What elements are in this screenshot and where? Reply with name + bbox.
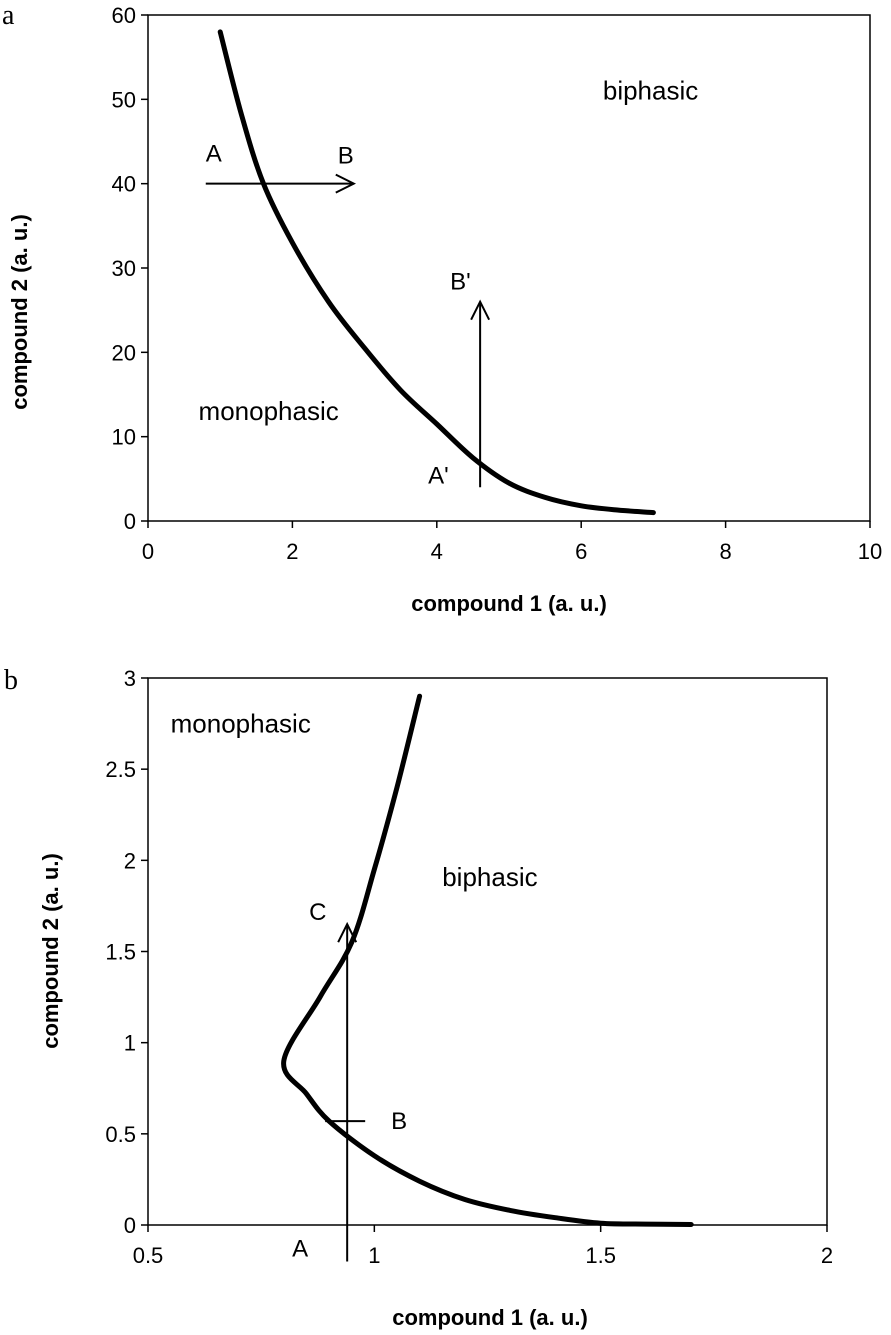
x-tick-label: 4 bbox=[431, 539, 443, 564]
x-tick-label: 6 bbox=[575, 539, 587, 564]
x-tick-label: 10 bbox=[858, 539, 882, 564]
region-label-biphasic: biphasic bbox=[442, 862, 537, 892]
x-tick-label: 8 bbox=[719, 539, 731, 564]
plot-frame bbox=[147, 14, 871, 522]
y-tick-label: 0.5 bbox=[105, 1122, 136, 1147]
arrow-mid-label: B bbox=[391, 1108, 407, 1135]
region-label-biphasic: biphasic bbox=[603, 75, 698, 105]
panel-a-label: a bbox=[2, 0, 15, 31]
chart-b-ylabel: compound 2 (a. u.) bbox=[38, 853, 63, 1049]
chart-a-ylabel: compound 2 (a. u.) bbox=[7, 214, 32, 410]
y-tick-label: 10 bbox=[112, 425, 136, 450]
phase-boundary-line bbox=[281, 693, 694, 1227]
y-tick-label: 60 bbox=[112, 3, 136, 28]
region-label-monophasic: monophasic bbox=[199, 396, 339, 426]
y-tick-label: 30 bbox=[112, 256, 136, 281]
y-tick-label: 3 bbox=[124, 666, 136, 691]
chart-b: 0.5 1 1.5 2 0 0.5 1 1.5 2 2.5 3 monophasic biphasic A… bbox=[105, 666, 833, 1268]
panel-b-label: b bbox=[4, 665, 18, 696]
region-label-monophasic: monophasic bbox=[171, 709, 311, 739]
y-tick-label: 2 bbox=[124, 848, 136, 873]
y-tick-label: 0 bbox=[124, 509, 136, 534]
plot-frame bbox=[147, 677, 828, 1226]
x-tick-label: 2 bbox=[286, 539, 298, 564]
chart-a: 0 2 4 6 8 10 0 10 20 30 40 50 60 biphasic monophasic A B… bbox=[112, 3, 883, 564]
arrow-head bbox=[335, 173, 357, 194]
y-tick-label: 2.5 bbox=[105, 757, 136, 782]
chart-a-xlabel: compound 1 (a. u.) bbox=[411, 591, 607, 616]
chart-b-xlabel: compound 1 (a. u.) bbox=[392, 1305, 588, 1330]
arrow-head bbox=[337, 921, 358, 943]
x-tick-label: 1.5 bbox=[585, 1243, 616, 1268]
y-tick-label: 1.5 bbox=[105, 940, 136, 965]
arrow-end-label: C bbox=[309, 899, 326, 926]
y-tick-label: 1 bbox=[124, 1031, 136, 1056]
arrow-end-label: B bbox=[338, 143, 354, 170]
arrow-head bbox=[470, 299, 491, 321]
x-tick-label: 1 bbox=[368, 1243, 380, 1268]
arrow-start-label: A bbox=[292, 1235, 308, 1262]
x-tick-label: 0 bbox=[142, 539, 154, 564]
y-tick-label: 20 bbox=[112, 340, 136, 365]
arrow-start-label: A bbox=[206, 141, 222, 168]
y-tick-label: 0 bbox=[124, 1213, 136, 1238]
x-tick-label: 2 bbox=[821, 1243, 833, 1268]
phase-boundary-line bbox=[217, 29, 656, 516]
arrow-end-label: B' bbox=[450, 269, 471, 296]
y-tick-label: 40 bbox=[112, 172, 136, 197]
x-tick-label: 0.5 bbox=[133, 1243, 164, 1268]
y-tick-label: 50 bbox=[112, 87, 136, 112]
arrow-start-label: A' bbox=[428, 462, 449, 489]
